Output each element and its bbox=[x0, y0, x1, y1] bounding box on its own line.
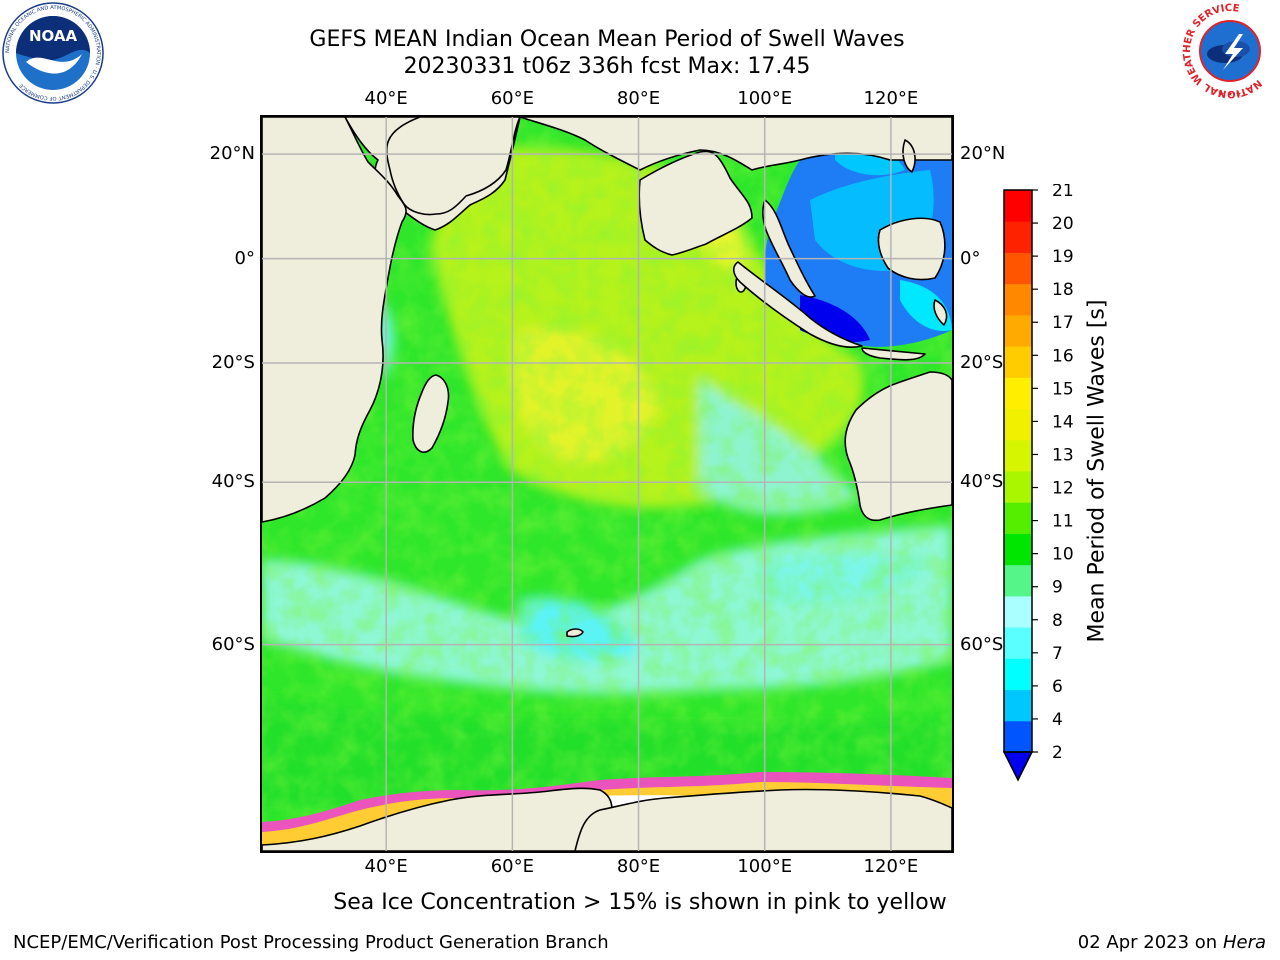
noaa-logo: NATIONAL OCEANIC AND ATMOSPHERIC ADMINIS… bbox=[2, 2, 104, 104]
colorbar-bin bbox=[1004, 314, 1032, 347]
sea-ice-caption: Sea Ice Concentration > 15% is shown in … bbox=[333, 890, 947, 915]
colorbar-bin bbox=[1004, 377, 1032, 410]
graticule bbox=[262, 117, 952, 851]
lon-tick-label-bottom: 80°E bbox=[616, 856, 661, 877]
colorbar-tick-label: 6 bbox=[1052, 677, 1063, 697]
colorbar-bin bbox=[1004, 658, 1032, 691]
colorbar-bin bbox=[1004, 346, 1032, 378]
colorbar-bin bbox=[1004, 252, 1032, 285]
colorbar-bin bbox=[1004, 533, 1032, 566]
footer-date-text: 02 Apr 2023 on bbox=[1077, 932, 1223, 953]
colorbar-tick-label: 7 bbox=[1052, 644, 1063, 664]
lat-tick-label-left: 40°S bbox=[211, 471, 255, 493]
colorbar-bin bbox=[1004, 221, 1032, 253]
colorbar-tick-label: 18 bbox=[1052, 280, 1074, 300]
colorbar-tick-label: 20 bbox=[1052, 214, 1074, 234]
antarctica bbox=[262, 787, 613, 851]
lon-tick-label-bottom: 120°E bbox=[863, 856, 919, 877]
nws-logo: NATIONAL WEATHER SERVICE ★ ★ ★ bbox=[1181, 2, 1279, 100]
colorbar-bin bbox=[1004, 689, 1032, 722]
australia bbox=[844, 371, 952, 522]
noaa-logo-text: NOAA bbox=[29, 27, 78, 45]
lat-tick-label-right: 60°S bbox=[960, 633, 1004, 655]
colorbar-tick-label: 21 bbox=[1052, 184, 1074, 201]
lat-tick-label-right: 0° bbox=[960, 247, 981, 269]
colorbar-tick-label: 4 bbox=[1052, 710, 1063, 730]
lat-tick-label-right: 40°S bbox=[960, 471, 1004, 493]
colorbar-tick-label: 8 bbox=[1052, 611, 1063, 631]
india bbox=[638, 150, 753, 256]
colorbar-tick-label: 17 bbox=[1052, 313, 1074, 333]
colorbar-bin bbox=[1004, 720, 1032, 753]
colorbar-tick-label: 19 bbox=[1052, 247, 1074, 267]
lon-tick-label-top: 80°E bbox=[616, 88, 661, 109]
colorbar-tick-label: 13 bbox=[1052, 445, 1074, 465]
colorbar-tick-label: 14 bbox=[1052, 412, 1074, 432]
lon-tick-label-top: 120°E bbox=[863, 88, 919, 109]
lon-tick-label-bottom: 100°E bbox=[737, 856, 793, 877]
colorbar-tick-label: 9 bbox=[1052, 578, 1063, 598]
arabia bbox=[385, 117, 521, 216]
footer-host: Hera bbox=[1222, 932, 1266, 953]
lon-tick-label-top: 60°E bbox=[490, 88, 534, 109]
colorbar-label: Mean Period of Swell Waves [s] bbox=[1084, 299, 1110, 643]
colorbar-tick-label: 16 bbox=[1052, 346, 1074, 366]
lat-tick-label-left: 0° bbox=[234, 247, 255, 269]
footer-credit: NCEP/EMC/Verification Post Processing Pr… bbox=[13, 932, 609, 953]
madagascar bbox=[412, 374, 450, 453]
colorbar-bin bbox=[1004, 190, 1032, 222]
java bbox=[861, 347, 926, 361]
lon-tick-label-top: 40°E bbox=[364, 88, 408, 109]
lon-tick-label-bottom: 60°E bbox=[490, 856, 534, 877]
colorbar-bin bbox=[1004, 564, 1032, 597]
colorbar-bin bbox=[1004, 595, 1032, 628]
colorbar-tick-label: 12 bbox=[1052, 479, 1074, 499]
colorbar-frame bbox=[1003, 189, 1033, 753]
lon-tick-label-bottom: 40°E bbox=[364, 856, 408, 877]
colorbar: 2 4 6 7 8 9 10 11 12 13 14 15 16 17 18 19 20 21 bbox=[1002, 184, 1074, 782]
colorbar-bin bbox=[1004, 502, 1032, 534]
lat-tick-label-left: 20°N bbox=[209, 143, 255, 165]
colorbar-bin bbox=[1004, 439, 1032, 472]
lat-tick-label-right: 20°S bbox=[960, 352, 1004, 374]
africa bbox=[262, 117, 407, 523]
kerguelen bbox=[566, 628, 584, 638]
svg-text:★ ★ ★: ★ ★ ★ bbox=[1218, 90, 1241, 98]
colorbar-bin bbox=[1004, 408, 1032, 441]
land-masses bbox=[262, 117, 952, 851]
chart-subtitle: 20230331 t06z 336h fcst Max: 17.45 bbox=[403, 54, 811, 79]
colorbar-bin bbox=[1004, 627, 1032, 659]
colorbar-tick-label: 11 bbox=[1052, 512, 1074, 532]
lat-tick-label-left: 20°S bbox=[211, 352, 255, 374]
lat-tick-label-left: 60°S bbox=[211, 633, 255, 655]
colorbar-bin bbox=[1004, 471, 1032, 503]
colorbar-tick-label: 15 bbox=[1052, 379, 1074, 399]
chart-title: GEFS MEAN Indian Ocean Mean Period of Sw… bbox=[309, 27, 905, 52]
indian-ocean-map bbox=[262, 117, 952, 851]
lon-tick-label-top: 100°E bbox=[737, 88, 793, 109]
colorbar-bin bbox=[1004, 283, 1032, 316]
lat-tick-label-right: 20°N bbox=[960, 143, 1006, 165]
colorbar-tick-label: 10 bbox=[1052, 545, 1074, 565]
sumatra bbox=[732, 261, 863, 349]
colorbar-extend-triangle bbox=[1002, 751, 1034, 782]
colorbar-tick-label: 2 bbox=[1052, 743, 1063, 763]
footer-date: 02 Apr 2023 on Hera bbox=[1078, 932, 1266, 953]
map-panel bbox=[260, 115, 954, 853]
